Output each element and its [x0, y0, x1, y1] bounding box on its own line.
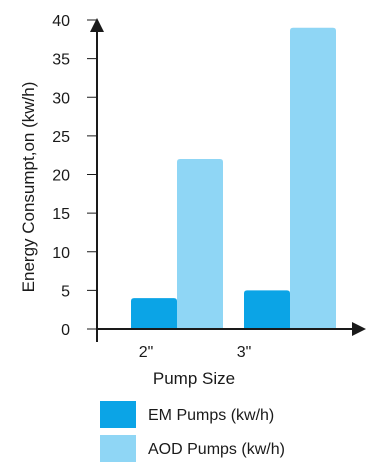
y-axis-ticks: 0 5 10 15 20 25 30 35 40: [52, 13, 97, 339]
y-axis-arrow-icon: [90, 18, 104, 32]
x-category-label: 3": [237, 344, 252, 361]
x-axis-title: Pump Size: [153, 369, 235, 388]
y-tick-label: 5: [61, 283, 70, 300]
bar-aod-0: [177, 159, 223, 329]
legend-swatch: [100, 401, 136, 428]
bars: [131, 27, 336, 329]
x-axis-categories: 2" 3": [139, 344, 252, 361]
y-tick-label: 0: [61, 322, 70, 339]
x-category-label: 2": [139, 344, 154, 361]
y-tick: 0: [61, 322, 97, 339]
y-tick: 15: [52, 206, 97, 223]
legend-label: AOD Pumps (kw/h): [148, 441, 285, 458]
y-tick: 30: [52, 90, 97, 107]
y-tick: 20: [52, 168, 97, 185]
bar-em-0: [131, 298, 177, 329]
y-tick: 35: [52, 52, 97, 69]
y-tick-label: 30: [52, 90, 70, 107]
y-tick-label: 25: [52, 129, 70, 146]
y-tick: 40: [52, 13, 97, 30]
y-tick: 5: [61, 283, 97, 300]
legend-label: EM Pumps (kw/h): [148, 407, 274, 424]
y-tick-label: 15: [52, 206, 70, 223]
y-tick-label: 10: [52, 245, 70, 262]
bar-aod-1: [290, 27, 336, 329]
legend: EM Pumps (kw/h) AOD Pumps (kw/h): [100, 401, 285, 462]
legend-item: AOD Pumps (kw/h): [100, 435, 285, 462]
legend-swatch: [100, 435, 136, 462]
legend-item: EM Pumps (kw/h): [100, 401, 274, 428]
bar-em-1: [244, 290, 290, 329]
y-tick-label: 20: [52, 168, 70, 185]
y-axis-title: Energy Consumpt,on (kw/h): [19, 82, 38, 293]
y-tick-label: 40: [52, 13, 70, 30]
y-tick-label: 35: [52, 52, 70, 69]
y-tick: 25: [52, 129, 97, 146]
y-tick: 10: [52, 245, 97, 262]
x-axis-arrow-icon: [352, 322, 366, 336]
